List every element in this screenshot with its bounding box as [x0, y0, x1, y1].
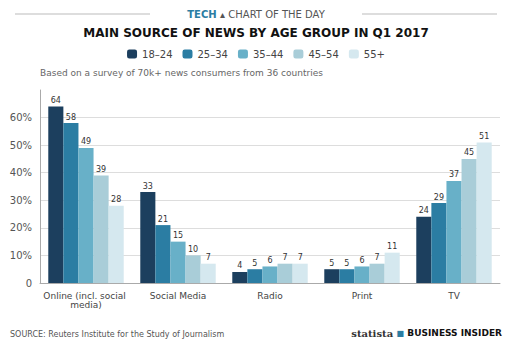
svg-text:5: 5 — [329, 259, 334, 268]
svg-text:25–34: 25–34 — [197, 49, 227, 60]
svg-text:media): media) — [70, 300, 102, 310]
svg-text:6: 6 — [359, 256, 364, 265]
svg-text:TECH: TECH — [187, 9, 216, 20]
svg-text:64: 64 — [51, 96, 61, 105]
svg-text:statista: statista — [351, 328, 393, 339]
svg-text:4: 4 — [237, 261, 242, 270]
svg-text:Online (incl. social: Online (incl. social — [43, 290, 129, 301]
svg-text:21: 21 — [158, 215, 168, 224]
svg-text:60%: 60% — [10, 112, 32, 123]
svg-text:55+: 55+ — [364, 49, 385, 60]
svg-text:5: 5 — [344, 259, 349, 268]
svg-text:29: 29 — [434, 193, 444, 202]
svg-text:20%: 20% — [10, 222, 32, 233]
svg-text:30%: 30% — [10, 195, 32, 206]
svg-text:MAIN SOURCE OF NEWS BY AGE GRO: MAIN SOURCE OF NEWS BY AGE GROUP IN Q1 2… — [83, 26, 429, 40]
svg-text:CHART OF THE DAY: CHART OF THE DAY — [228, 9, 325, 20]
svg-text:Social Media: Social Media — [150, 291, 207, 301]
svg-text:6: 6 — [267, 256, 272, 265]
svg-text:Radio: Radio — [257, 291, 283, 301]
svg-text:7: 7 — [206, 253, 211, 262]
svg-text:7: 7 — [298, 253, 303, 262]
svg-text:SOURCE: Reuters Institute for: SOURCE: Reuters Institute for the Study … — [10, 330, 224, 339]
svg-text:33: 33 — [143, 182, 153, 191]
svg-text:5: 5 — [252, 259, 257, 268]
svg-text:■: ■ — [396, 329, 404, 338]
svg-text:35–44: 35–44 — [253, 49, 283, 60]
svg-text:15: 15 — [173, 231, 183, 240]
svg-text:0: 0 — [26, 278, 32, 289]
svg-text:10%: 10% — [10, 250, 32, 261]
svg-text:49: 49 — [81, 137, 91, 146]
svg-text:Based on a survey of 70k+ news: Based on a survey of 70k+ news consumers… — [40, 68, 323, 78]
svg-text:BUSINESS INSIDER: BUSINESS INSIDER — [407, 328, 502, 338]
svg-text:50%: 50% — [10, 140, 32, 151]
svg-text:58: 58 — [66, 113, 76, 122]
svg-text:Print: Print — [352, 291, 373, 301]
svg-text:37: 37 — [449, 170, 459, 179]
svg-text:45–54: 45–54 — [308, 49, 338, 60]
svg-text:10: 10 — [188, 245, 198, 254]
svg-text:11: 11 — [387, 242, 397, 251]
svg-text:40%: 40% — [10, 167, 32, 178]
svg-text:24: 24 — [419, 206, 429, 215]
svg-text:51: 51 — [479, 132, 489, 141]
svg-text:7: 7 — [375, 253, 380, 262]
svg-text:28: 28 — [111, 195, 121, 204]
svg-text:TV: TV — [447, 291, 460, 301]
svg-text:18–24: 18–24 — [142, 49, 172, 60]
svg-text:45: 45 — [464, 148, 474, 157]
svg-text:39: 39 — [96, 165, 106, 174]
svg-text:7: 7 — [283, 253, 288, 262]
